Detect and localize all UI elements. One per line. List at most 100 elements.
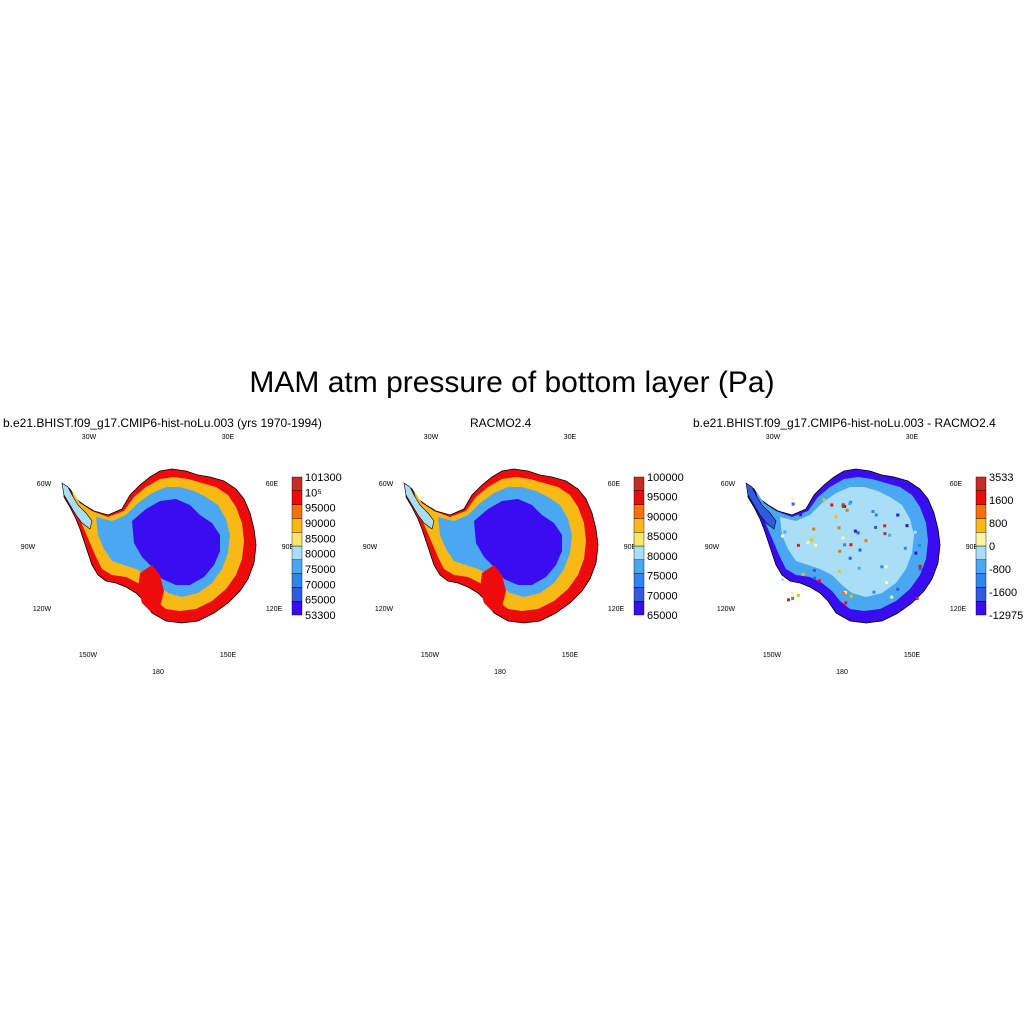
- longitude-label: 60E: [266, 481, 279, 488]
- longitude-label: 150E: [904, 652, 921, 659]
- longitude-label: 90E: [624, 544, 637, 551]
- diff-speckle: [780, 534, 784, 538]
- diff-speckle: [848, 502, 852, 506]
- diff-speckle: [918, 567, 922, 571]
- longitude-label: 90E: [282, 544, 295, 551]
- longitude-label: 90W: [363, 544, 378, 551]
- longitude-label: 180: [152, 669, 164, 676]
- diff-speckle: [791, 497, 795, 501]
- longitude-label: 60W: [721, 481, 736, 488]
- colorbar-segment: [633, 531, 645, 547]
- longitude-label: 60E: [950, 481, 963, 488]
- diff-speckle: [849, 594, 853, 598]
- colorbar-segment: [975, 587, 987, 602]
- colorbar-tick-label: 80000: [647, 551, 678, 563]
- longitude-label: 120W: [33, 606, 52, 613]
- colorbar-segment: [633, 573, 645, 588]
- longitude-label: 90E: [966, 544, 979, 551]
- diff-speckle: [856, 531, 860, 535]
- colorbar-tick-label: 53300: [305, 610, 336, 622]
- panel-1-map: 30W 30E 60W 60E 90W 90E 120W 120E 150W 150E 180 533…: [21, 434, 342, 676]
- colorbar-tick-label: 80000: [305, 549, 336, 561]
- diff-speckle: [801, 572, 805, 576]
- panel-3-title: b.e21.BHIST.f09_g17.CMIP6-hist-noLu.003 …: [693, 416, 996, 430]
- longitude-label: 180: [494, 669, 506, 676]
- diff-speckle: [841, 504, 845, 508]
- ice-sheet-plateau: [132, 499, 220, 585]
- colorbar-tick-label: 65000: [647, 610, 678, 622]
- diff-speckle: [841, 536, 845, 540]
- colorbar-tick-label: 100000: [647, 472, 684, 484]
- colorbar-segment: [975, 545, 987, 561]
- colorbar-segment: [633, 559, 645, 574]
- diff-speckle: [885, 581, 889, 585]
- colorbar-segment: [291, 573, 303, 588]
- peninsula: [403, 482, 435, 530]
- panel-1-title: b.e21.BHIST.f09_g17.CMIP6-hist-noLu.003 …: [3, 416, 322, 430]
- diff-speckle: [806, 541, 810, 545]
- colorbar-segment: [633, 504, 645, 519]
- colorbar-segment: [291, 545, 303, 561]
- colorbar-segment: [975, 518, 987, 533]
- diff-speckle: [871, 509, 875, 513]
- diff-speckle: [830, 503, 834, 507]
- colorbar-tick-label: 1600: [989, 495, 1013, 507]
- panel-3-map: 30W 30E 60W 60E 90W 90E 120W 120E 150W 150E 180 -12…: [705, 434, 1023, 676]
- colorbar-segment: [291, 531, 303, 547]
- colorbar-tick-label: 800: [989, 518, 1007, 530]
- colorbar-tick-label: 0: [989, 541, 995, 553]
- longitude-label: 90W: [21, 544, 36, 551]
- ross-region: [480, 565, 506, 611]
- diff-speckle: [791, 502, 795, 506]
- colorbar-tick-label: 70000: [305, 579, 336, 591]
- diff-speckle: [813, 576, 817, 580]
- longitude-label: 150W: [421, 652, 440, 659]
- colorbar-tick-label: 10⁵: [305, 487, 322, 499]
- colorbar-tick-label: 65000: [305, 595, 336, 607]
- diff-speckle: [837, 526, 841, 530]
- diff-speckle: [781, 578, 785, 582]
- diff-speckle: [890, 595, 894, 599]
- colorbar-tick-label: -1600: [989, 587, 1017, 599]
- ross-region: [138, 565, 164, 611]
- diff-speckle: [874, 513, 878, 517]
- colorbar-tick-label: 70000: [647, 590, 678, 602]
- colorbar-tick-label: 90000: [305, 518, 336, 530]
- colorbar-tick-label: -12975: [989, 610, 1023, 622]
- diff-speckle: [834, 515, 838, 519]
- diff-speckle: [843, 543, 847, 547]
- longitude-label: 150E: [220, 652, 237, 659]
- diff-speckle: [822, 498, 826, 502]
- diff-speckle: [849, 543, 853, 547]
- diff-speckle: [812, 527, 816, 531]
- diff-speckle: [799, 513, 803, 517]
- diff-speckle: [787, 598, 791, 602]
- diff-speckle: [796, 593, 800, 597]
- diff-speckle: [848, 556, 852, 560]
- diff-speckle: [872, 590, 876, 594]
- longitude-label: 150W: [79, 652, 98, 659]
- colorbar-segment: [633, 545, 645, 561]
- longitude-label: 150W: [763, 652, 782, 659]
- diff-speckle: [917, 544, 921, 548]
- longitude-label: 30W: [424, 434, 439, 441]
- diff-speckle: [903, 546, 907, 550]
- longitude-label: 60W: [379, 481, 394, 488]
- longitude-label: 60W: [37, 481, 52, 488]
- diff-speckle: [842, 592, 846, 596]
- panel-2-title: RACMO2.4: [470, 416, 532, 430]
- colorbar-tick-label: 75000: [647, 571, 678, 583]
- colorbar-tick-label: 101300: [305, 472, 342, 484]
- colorbar-segment: [633, 518, 645, 533]
- diff-speckle: [796, 543, 800, 547]
- peninsula: [745, 482, 777, 530]
- diff-speckle: [791, 596, 795, 600]
- diff-speckle: [810, 538, 814, 542]
- diff-speckle: [837, 569, 841, 573]
- diff-speckle: [845, 508, 849, 512]
- diff-speckle: [872, 503, 876, 507]
- longitude-label: 120W: [717, 606, 736, 613]
- colorbar-segment: [975, 504, 987, 519]
- colorbar-segment: [291, 587, 303, 602]
- colorbar-tick-label: 85000: [647, 531, 678, 543]
